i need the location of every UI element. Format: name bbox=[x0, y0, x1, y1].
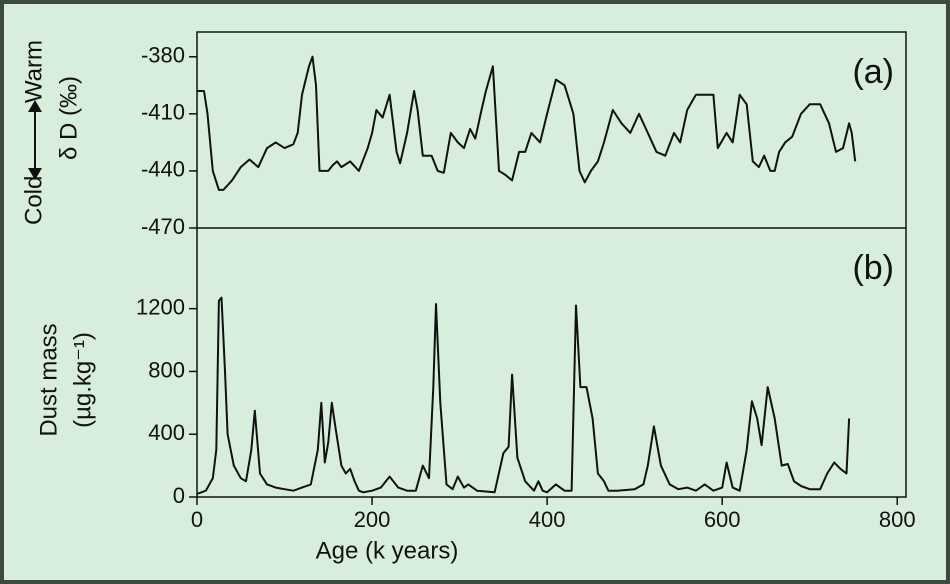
x-tick-label: 800 bbox=[879, 507, 916, 532]
y-tick-label: -380 bbox=[141, 43, 185, 68]
plot-frame bbox=[196, 31, 907, 498]
y-axis-label-unit: (µg.kg⁻¹) bbox=[69, 332, 96, 428]
x-axis-label: Age (k years) bbox=[316, 537, 459, 564]
panel-label: (b) bbox=[852, 249, 894, 287]
y-tick-label: -410 bbox=[141, 100, 185, 125]
y-tick-label: 0 bbox=[173, 483, 185, 508]
y-tick-label: 1200 bbox=[136, 294, 185, 319]
x-tick-label: 200 bbox=[354, 507, 391, 532]
y-label-warm: Warm bbox=[20, 40, 47, 103]
cold-warm-arrow bbox=[28, 100, 42, 180]
background bbox=[4, 4, 946, 580]
y-label-cold: Cold bbox=[20, 176, 47, 225]
data-line bbox=[196, 296, 851, 495]
x-tick-label: 400 bbox=[529, 507, 566, 532]
data-line bbox=[197, 55, 857, 191]
x-tick-label: 600 bbox=[704, 507, 741, 532]
panel-label: (a) bbox=[852, 53, 894, 91]
y-tick-label: 800 bbox=[148, 357, 185, 382]
x-tick-label: 0 bbox=[191, 507, 203, 532]
y-axis-label: δ D (‰) bbox=[55, 76, 82, 160]
y-axis-label: Dust mass bbox=[35, 323, 62, 436]
y-tick-label: 400 bbox=[148, 420, 185, 445]
y-tick-label: -440 bbox=[141, 157, 185, 182]
y-tick-label: -470 bbox=[141, 214, 185, 239]
